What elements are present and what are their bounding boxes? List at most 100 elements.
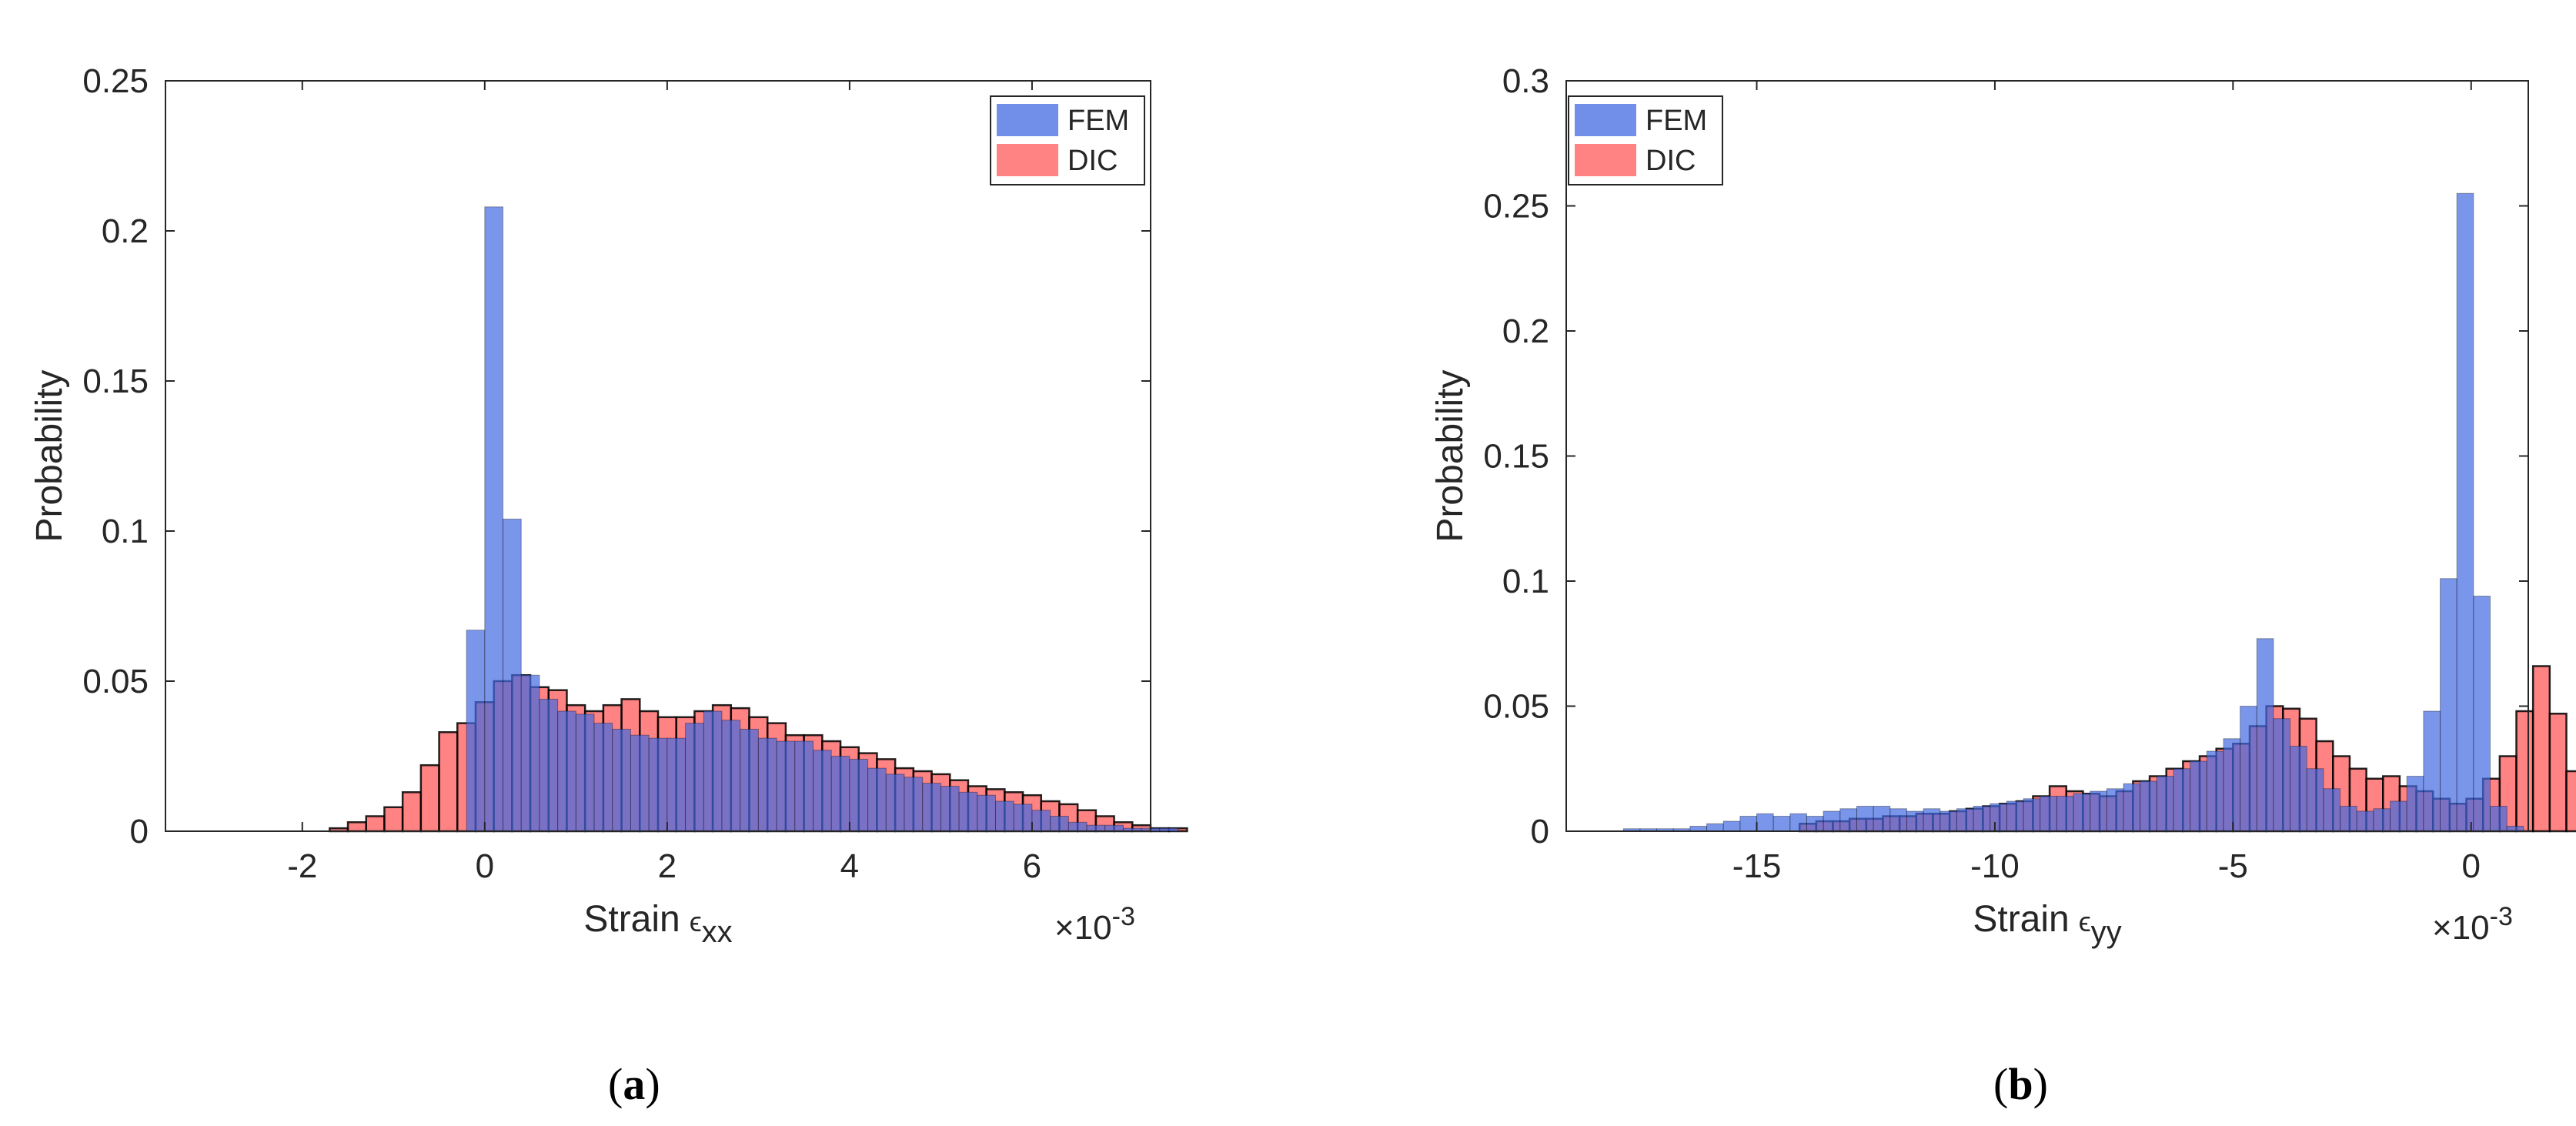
y-tick-label-b: 0.15 [1483, 438, 1549, 476]
fem-bar-b [2423, 710, 2441, 832]
fem-bar-a [466, 630, 486, 832]
fem-bar-a [721, 720, 741, 832]
fem-bar-b [2490, 806, 2508, 832]
dic-bar-a [346, 821, 367, 833]
fem-bar-b [2123, 783, 2141, 832]
fem-bar-a [1067, 821, 1088, 832]
x-axis-symbol-a: ϵ [690, 906, 702, 937]
fem-bar-a [703, 710, 723, 832]
axes-box-a [165, 80, 1151, 832]
fem-bar-a [685, 723, 704, 832]
x-axis-label-a: Strain ϵxx [583, 899, 732, 949]
fem-bar-b [1756, 813, 1774, 832]
fem-bar-a [1159, 827, 1179, 832]
chart-panel-a: -2 0 2 4 6 0 0.05 0.1 0.15 0.2 0.25 Probability S… [29, 62, 1188, 949]
chart-panel-b: -15 -10 -5 0 0 0.05 0.1 0.15 0.2 0.25 0.3 Probabi… [1430, 62, 2576, 949]
dic-bar-b [2531, 665, 2551, 833]
fem-bar-b [1739, 816, 1758, 832]
fem-bar-a [539, 698, 559, 832]
caption-a-letter: a [623, 1059, 646, 1109]
legend-swatch-fem-a [997, 104, 1058, 136]
fem-bar-b [2190, 760, 2207, 832]
fem-bar-b [2223, 738, 2241, 832]
y-ticks-b: 0 0.05 0.1 0.15 0.2 0.25 0.3 [1483, 62, 2528, 850]
fem-bar-b [1923, 808, 1941, 832]
fem-bar-b [1906, 810, 1924, 832]
legend-label-fem-a: FEM [1067, 105, 1129, 137]
fem-bar-a [630, 734, 650, 832]
x-exponent-power-b: -3 [2490, 902, 2513, 931]
legend-b: FEM DIC [1568, 95, 1723, 185]
legend-label-dic-a: DIC [1067, 145, 1118, 177]
y-tick-label-b: 0.2 [1502, 312, 1549, 350]
fem-bar-b [2340, 806, 2357, 832]
fem-bar-b [1940, 810, 1957, 832]
fem-bar-a [995, 800, 1014, 832]
fem-bar-b [2240, 706, 2257, 832]
x-exponent-power-a: -3 [1112, 902, 1135, 931]
fem-bar-a [740, 728, 759, 832]
fem-bar-b [1823, 810, 1841, 832]
fem-bar-b [2073, 793, 2091, 832]
x-exponent-base-a: ×10 [1054, 909, 1112, 947]
fem-bar-a [1013, 804, 1033, 832]
x-ticks-b: -15 -10 -5 0 [1732, 81, 2481, 885]
fem-bar-a [922, 783, 941, 832]
fem-bar-b [1856, 806, 1874, 832]
fem-bar-a [1031, 810, 1051, 832]
fem-bar-a [776, 740, 796, 832]
fem-bar-a [940, 786, 960, 832]
legend-swatch-fem-b [1575, 104, 1636, 136]
y-axis-label-a: Probability [29, 369, 70, 542]
fem-bar-b [2456, 192, 2474, 832]
fem-bar-a [1104, 824, 1124, 832]
fem-bar-a [612, 728, 631, 832]
fem-bar-a [885, 773, 905, 832]
dic-bar-b [2515, 710, 2534, 833]
fem-bar-b [2006, 800, 2024, 832]
fem-bar-a [1050, 816, 1069, 832]
fem-bar-b [1889, 808, 1907, 832]
fem-bar-b [1873, 806, 1891, 832]
fem-bar-b [2273, 718, 2291, 832]
x-tick-label-a: 0 [476, 847, 494, 885]
y-tick-label-a: 0.05 [82, 663, 149, 700]
x-tick-label-a: -2 [287, 847, 317, 885]
fem-bar-a [575, 713, 595, 832]
fem-bar-b [2406, 776, 2424, 832]
dic-bar-b [2565, 770, 2576, 833]
fem-bar-a [867, 767, 887, 832]
fem-bar-b [1956, 808, 1974, 832]
fem-bar-a [812, 750, 832, 832]
x-axis-subscript-b: yy [2091, 915, 2122, 949]
x-exponent-base-b: ×10 [2432, 909, 2490, 947]
y-tick-label-b: 0.1 [1502, 563, 1549, 600]
fem-bar-a [849, 758, 869, 832]
caption-a: (a) [608, 1059, 660, 1109]
x-tick-label-b: -5 [2218, 847, 2248, 885]
y-ticks-a: 0 0.05 0.1 0.15 0.2 0.25 [82, 62, 1151, 850]
x-tick-label-a: 6 [1023, 847, 1041, 885]
x-axis-label-text-b: Strain [1973, 899, 2069, 940]
fem-bar-b [2256, 638, 2274, 832]
fem-bar-a [958, 791, 978, 832]
caption-b: (b) [1993, 1059, 2048, 1109]
x-axis-label-text-a: Strain [583, 899, 680, 940]
x-exponent-a: ×10-3 [1054, 902, 1135, 947]
x-axis-symbol-b: ϵ [2079, 906, 2091, 937]
fem-bar-b [2373, 808, 2391, 832]
fem-bar-a [557, 710, 576, 832]
fem-bar-b [1839, 808, 1857, 832]
fem-bar-b [2206, 750, 2224, 832]
fem-bar-b [2140, 780, 2157, 832]
dic-bar-a [401, 791, 423, 833]
legend-label-fem-b: FEM [1645, 105, 1707, 137]
x-exponent-b: ×10-3 [2432, 902, 2513, 947]
legend-label-dic-b: DIC [1645, 145, 1696, 177]
y-axis-label-b: Probability [1430, 369, 1471, 542]
x-tick-label-a: 2 [658, 847, 677, 885]
fem-bar-b [2356, 810, 2374, 832]
fem-bar-a [667, 737, 687, 832]
fem-bar-b [1990, 803, 2007, 832]
